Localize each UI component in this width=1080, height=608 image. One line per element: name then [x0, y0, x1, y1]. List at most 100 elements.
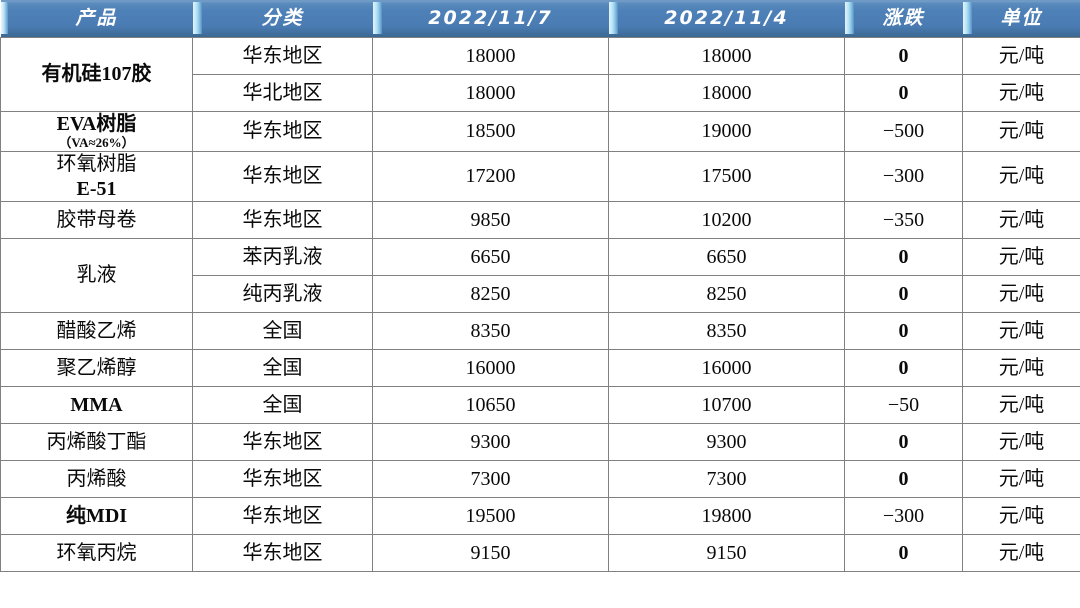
cell-change: −350 [844, 201, 963, 240]
cell-price-current: 16000 [372, 349, 609, 388]
price-comparison-table: 产品 分类 2022/11/7 2022/11/4 涨跌 单位 有机硅107胶华… [0, 0, 1080, 573]
cell-unit: 元/吨 [962, 275, 1080, 314]
cell-change: 0 [844, 349, 963, 388]
cell-change: 0 [844, 460, 963, 499]
column-header-category-label: 分类 [261, 7, 304, 29]
table-row: 华北地区 18000 18000 0 元/吨 [1, 74, 1080, 112]
cell-category: 华东地区 [192, 201, 373, 240]
cell-change: 0 [844, 74, 963, 112]
product-name: 胶带母卷 [56, 208, 137, 231]
column-header-product: 产品 [0, 0, 193, 38]
cell-price-current: 17200 [372, 151, 609, 203]
cell-unit: 元/吨 [962, 312, 1080, 351]
cell-category: 华东地区 [192, 534, 373, 573]
cell-price-current: 18000 [372, 74, 609, 112]
cell-category: 华东地区 [192, 110, 373, 153]
cell-price-previous: 19000 [608, 110, 845, 153]
cell-change: −300 [844, 497, 963, 536]
table-row: 聚乙烯醇 全国 16000 16000 0 元/吨 [0, 349, 1080, 388]
column-header-price-previous-label: 2022/11/4 [664, 7, 789, 29]
table-row: 环氧丙烷 华东地区 9150 9150 0 元/吨 [0, 534, 1080, 573]
cell-change: 0 [844, 238, 963, 277]
cell-unit: 元/吨 [962, 349, 1080, 388]
cell-price-current: 9300 [372, 423, 609, 462]
column-header-unit-label: 单位 [1000, 7, 1043, 29]
cell-category: 华东地区 [192, 151, 373, 203]
cell-unit: 元/吨 [962, 423, 1080, 462]
table-row: 丙烯酸 华东地区 7300 7300 0 元/吨 [0, 460, 1080, 499]
cell-price-previous: 7300 [608, 460, 845, 499]
cell-product: 胶带母卷 [0, 201, 193, 240]
column-header-unit: 单位 [962, 0, 1080, 38]
cell-category: 华北地区 [192, 74, 373, 112]
cell-price-previous: 16000 [608, 349, 845, 388]
column-header-category: 分类 [192, 0, 373, 38]
cell-category: 华东地区 [192, 423, 373, 462]
cell-unit: 元/吨 [962, 238, 1080, 277]
column-header-product-label: 产品 [75, 7, 118, 29]
column-header-price-previous: 2022/11/4 [608, 0, 845, 38]
product-name: 环氧丙烷 [56, 541, 137, 564]
cell-price-previous: 9150 [608, 534, 845, 573]
cell-price-previous: 8350 [608, 312, 845, 351]
product-name: 丙烯酸丁酯 [46, 430, 147, 453]
cell-unit: 元/吨 [962, 534, 1080, 573]
cell-price-current: 7300 [372, 460, 609, 499]
table-row: 丙烯酸丁酯 华东地区 9300 9300 0 元/吨 [0, 423, 1080, 462]
cell-price-previous: 8250 [608, 275, 845, 314]
cell-category: 全国 [192, 386, 373, 425]
cell-category: 华东地区 [192, 497, 373, 536]
cell-unit: 元/吨 [962, 460, 1080, 499]
cell-unit: 元/吨 [962, 386, 1080, 425]
cell-product: 纯MDI [0, 497, 193, 536]
cell-category: 纯丙乳液 [192, 275, 373, 314]
cell-product: 聚乙烯醇 [0, 349, 193, 388]
header-row: 产品 分类 2022/11/7 2022/11/4 涨跌 单位 [0, 0, 1080, 38]
cell-category: 华东地区 [192, 37, 373, 75]
cell-price-previous: 18000 [608, 37, 845, 75]
cell-product: 环氧树脂 E-51 [0, 151, 193, 203]
cell-unit: 元/吨 [962, 110, 1080, 153]
cell-unit: 元/吨 [962, 497, 1080, 536]
cell-category: 全国 [192, 349, 373, 388]
cell-price-current: 18000 [372, 37, 609, 75]
cell-price-current: 9850 [372, 201, 609, 240]
cell-change: 0 [844, 423, 963, 462]
cell-price-previous: 9300 [608, 423, 845, 462]
cell-price-current: 18500 [372, 110, 609, 153]
cell-product: 醋酸乙烯 [0, 312, 193, 351]
cell-unit: 元/吨 [962, 37, 1080, 75]
cell-change: 0 [844, 37, 963, 75]
cell-price-previous: 17500 [608, 151, 845, 203]
column-header-change: 涨跌 [844, 0, 963, 38]
cell-price-current: 19500 [372, 497, 609, 536]
product-name: 环氧树脂 [56, 153, 137, 176]
table-header: 产品 分类 2022/11/7 2022/11/4 涨跌 单位 [0, 0, 1080, 38]
cell-category: 全国 [192, 312, 373, 351]
product-name: 丙烯酸 [66, 467, 127, 490]
table-row: EVA树脂 （VA≈26%） 华东地区 18500 19000 −500 元/吨 [0, 110, 1080, 153]
table-row: 乳液 苯丙乳液 6650 6650 0 元/吨 [0, 238, 1080, 314]
cell-change: 0 [844, 534, 963, 573]
table-body: 有机硅107胶 华东地区 18000 18000 0 元/吨 华北地区 18000 18000 0… [0, 37, 1080, 573]
cell-price-previous: 18000 [608, 74, 845, 112]
cell-product: 丙烯酸 [0, 460, 193, 499]
cell-price-previous: 10200 [608, 201, 845, 240]
cell-change: −300 [844, 151, 963, 203]
cell-product: 乳液 [0, 238, 193, 314]
cell-change: 0 [844, 275, 963, 314]
cell-category: 苯丙乳液 [192, 238, 373, 277]
cell-price-previous: 10700 [608, 386, 845, 425]
column-header-change-label: 涨跌 [882, 7, 925, 29]
product-name: 乳液 [76, 264, 117, 287]
table-row: MMA 全国 10650 10700 −50 元/吨 [0, 386, 1080, 425]
product-spec-note: （VA≈26%） [58, 135, 135, 151]
cell-unit: 元/吨 [962, 151, 1080, 203]
cell-category: 华东地区 [192, 460, 373, 499]
product-name: 纯MDI [65, 504, 128, 527]
cell-price-current: 6650 [372, 238, 609, 277]
cell-change: −500 [844, 110, 963, 153]
cell-price-previous: 19800 [608, 497, 845, 536]
table-row: 醋酸乙烯 全国 8350 8350 0 元/吨 [0, 312, 1080, 351]
cell-product: 环氧丙烷 [0, 534, 193, 573]
